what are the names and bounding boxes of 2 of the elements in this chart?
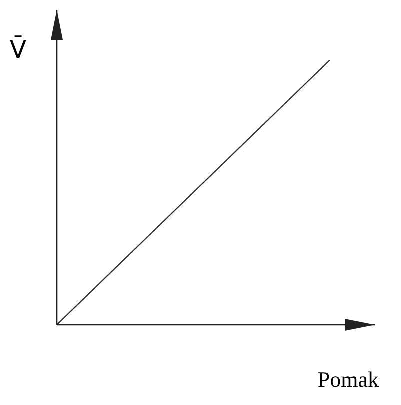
y-axis-title: V̄: [10, 36, 26, 64]
x-axis-title: Pomak: [318, 367, 379, 393]
